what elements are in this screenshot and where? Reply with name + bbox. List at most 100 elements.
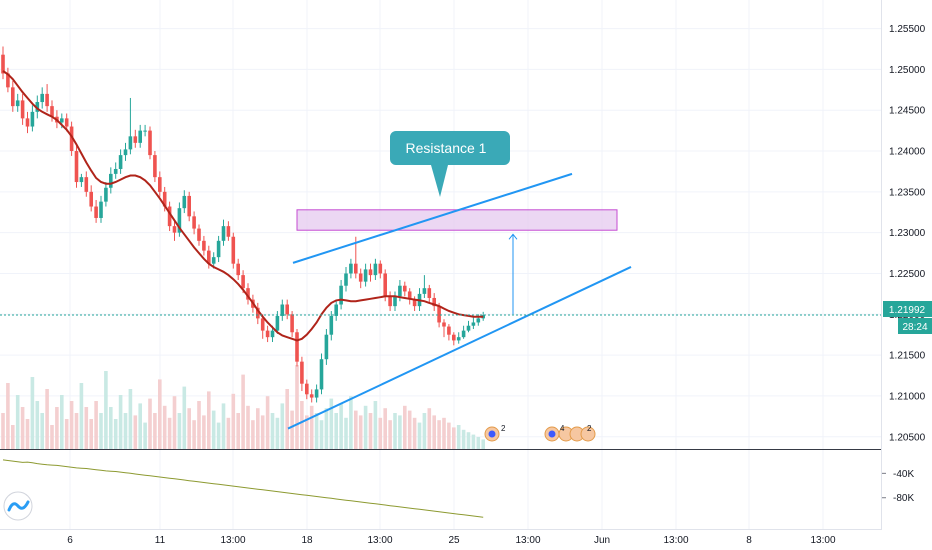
candle-32[interactable] [158, 171, 162, 197]
candle-52[interactable] [256, 302, 260, 325]
volume-bar-79 [388, 420, 392, 449]
candle-4[interactable] [20, 93, 25, 125]
candle-86[interactable] [422, 275, 427, 298]
candle-46[interactable] [226, 221, 231, 241]
candle-75[interactable] [368, 263, 373, 282]
candle-26[interactable] [128, 97, 133, 155]
channel-upper-line[interactable] [292, 172, 573, 264]
candle-1[interactable] [6, 67, 10, 93]
candle-66[interactable] [324, 328, 329, 365]
candle-88[interactable] [432, 293, 436, 312]
candle-63[interactable] [309, 389, 314, 403]
resistance-callout[interactable]: Resistance 1 [390, 131, 510, 197]
candle-69[interactable] [339, 280, 343, 310]
candle-30[interactable] [148, 126, 152, 160]
volume-bar-72 [354, 410, 358, 449]
candle-27[interactable] [133, 129, 138, 148]
candle-73[interactable] [358, 268, 363, 289]
candle-16[interactable] [79, 173, 84, 187]
candle-34[interactable] [167, 201, 172, 232]
candle-91[interactable] [447, 324, 451, 341]
candle-15[interactable] [74, 146, 79, 188]
candle-76[interactable] [373, 258, 378, 281]
candle-37[interactable] [182, 190, 187, 214]
candle-71[interactable] [349, 258, 353, 279]
candle-35[interactable] [172, 221, 177, 241]
candle-54[interactable] [265, 325, 270, 343]
event-flag-group-1[interactable]: 2 [484, 424, 506, 442]
candle-5[interactable] [25, 111, 30, 134]
time-axis[interactable]: 6 11 13:00 18 13:00 25 13:00 Jun 13:00 8 13:00 [67, 535, 836, 546]
candle-3[interactable] [15, 93, 20, 112]
candle-60[interactable] [295, 328, 299, 367]
candle-7[interactable] [35, 95, 40, 119]
channel-lower-line[interactable] [287, 266, 632, 430]
candle-14[interactable] [69, 121, 74, 156]
candle-39[interactable] [192, 211, 196, 235]
candle-82[interactable] [403, 281, 407, 297]
candle-29[interactable] [143, 124, 147, 137]
candle-74[interactable] [363, 263, 368, 287]
candle-28[interactable] [138, 124, 142, 148]
candle-20[interactable] [99, 195, 103, 223]
candle-92[interactable] [452, 332, 456, 346]
candle-83[interactable] [407, 288, 412, 305]
candle-48[interactable] [236, 258, 240, 281]
candle-23[interactable] [113, 162, 118, 179]
candle-19[interactable] [94, 200, 98, 223]
candle-10[interactable] [50, 100, 54, 122]
candle-2[interactable] [11, 80, 15, 112]
candle-68[interactable] [334, 299, 338, 321]
candle-50[interactable] [246, 283, 250, 305]
candle-94[interactable] [461, 325, 466, 339]
event-flag-group-2[interactable]: 4 2 [544, 424, 596, 442]
candle-80[interactable] [393, 291, 397, 312]
candle-61[interactable] [300, 356, 304, 392]
candle-93[interactable] [456, 332, 461, 344]
resistance-zone[interactable] [296, 209, 618, 231]
tradingview-logo-icon[interactable] [3, 491, 33, 521]
candle-6[interactable] [30, 105, 35, 132]
candle-90[interactable] [442, 319, 446, 338]
candle-47[interactable] [231, 232, 236, 269]
candle-36[interactable] [177, 202, 182, 237]
candle-44[interactable] [216, 235, 221, 263]
candle-18[interactable] [89, 185, 93, 212]
candle-96[interactable] [471, 317, 476, 329]
candle-25[interactable] [123, 142, 128, 161]
candle-8[interactable] [40, 87, 44, 109]
candle-38[interactable] [187, 191, 191, 222]
candle-40[interactable] [197, 224, 201, 246]
candle-77[interactable] [378, 260, 383, 279]
target-arrow[interactable] [508, 233, 518, 315]
candle-65[interactable] [319, 353, 324, 395]
candlesticks[interactable] [1, 46, 485, 403]
candle-79[interactable] [388, 291, 392, 312]
candle-0[interactable] [1, 46, 5, 80]
time-tick-label: 13:00 [515, 535, 540, 546]
candle-62[interactable] [305, 379, 309, 400]
candle-17[interactable] [84, 171, 89, 197]
candle-70[interactable] [344, 266, 348, 292]
candle-57[interactable] [280, 299, 285, 321]
candle-87[interactable] [427, 284, 432, 303]
current-price-tag: 1.21992 28:24 [883, 301, 932, 334]
candle-41[interactable] [202, 235, 206, 256]
volume-bar-69 [339, 403, 343, 449]
indicator-axis[interactable]: -40K -80K [882, 469, 914, 504]
candle-67[interactable] [329, 311, 334, 341]
economic-events[interactable]: 2 4 2 [484, 424, 596, 442]
candle-24[interactable] [118, 149, 123, 174]
candle-64[interactable] [314, 384, 319, 403]
candle-31[interactable] [153, 151, 157, 183]
price-axis[interactable]: 1.25500 1.25000 1.24500 1.24000 1.23500 1.230… [889, 24, 926, 443]
candle-58[interactable] [285, 299, 289, 320]
candle-21[interactable] [104, 182, 108, 207]
candle-9[interactable] [45, 84, 49, 112]
candle-53[interactable] [260, 314, 265, 339]
candle-22[interactable] [109, 167, 113, 194]
candle-95[interactable] [466, 320, 471, 333]
volume-bar-47 [231, 393, 236, 449]
candle-45[interactable] [221, 219, 226, 246]
